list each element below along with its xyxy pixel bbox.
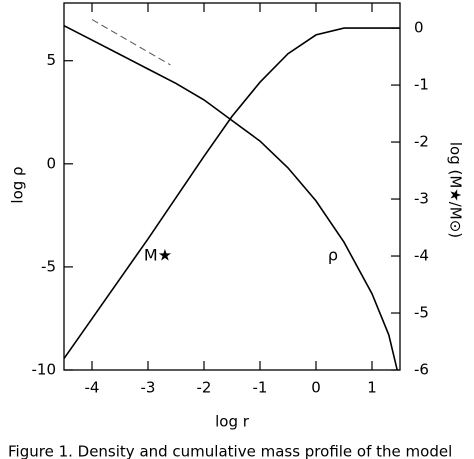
series-label: ρ: [328, 246, 338, 265]
y-tick-label: 0: [46, 154, 56, 172]
x-tick-label: -2: [197, 379, 212, 397]
y2-axis-label: log (M★/M⊙): [447, 142, 465, 238]
x-tick-label: -4: [85, 379, 100, 397]
y-axis-label: log ρ: [9, 166, 27, 203]
y-tick-label: 5: [46, 51, 56, 69]
y2-tick-label: -4: [414, 247, 429, 265]
series-line: [63, 24, 398, 371]
y2-tick-label: 0: [414, 19, 424, 37]
y-tick-label: -5: [41, 257, 56, 275]
series-line: [63, 27, 400, 360]
x-axis-label: log r: [215, 413, 250, 431]
series-label: M★: [144, 246, 172, 265]
y2-tick-label: -5: [414, 304, 429, 322]
x-tick-label: 0: [311, 379, 321, 397]
y2-tick-label: -6: [414, 361, 429, 379]
x-tick-label: -3: [141, 379, 156, 397]
x-tick-label: -1: [253, 379, 268, 397]
caption: Figure 1. Density and cumulative mass pr…: [8, 443, 452, 459]
x-tick-label: 1: [367, 379, 377, 397]
y2-tick-label: -2: [414, 133, 429, 151]
y2-tick-label: -1: [414, 76, 429, 94]
plot-frame: [63, 2, 401, 371]
y2-tick-label: -3: [414, 190, 429, 208]
reference-line: [91, 19, 171, 66]
y-tick-label: -10: [32, 361, 57, 379]
